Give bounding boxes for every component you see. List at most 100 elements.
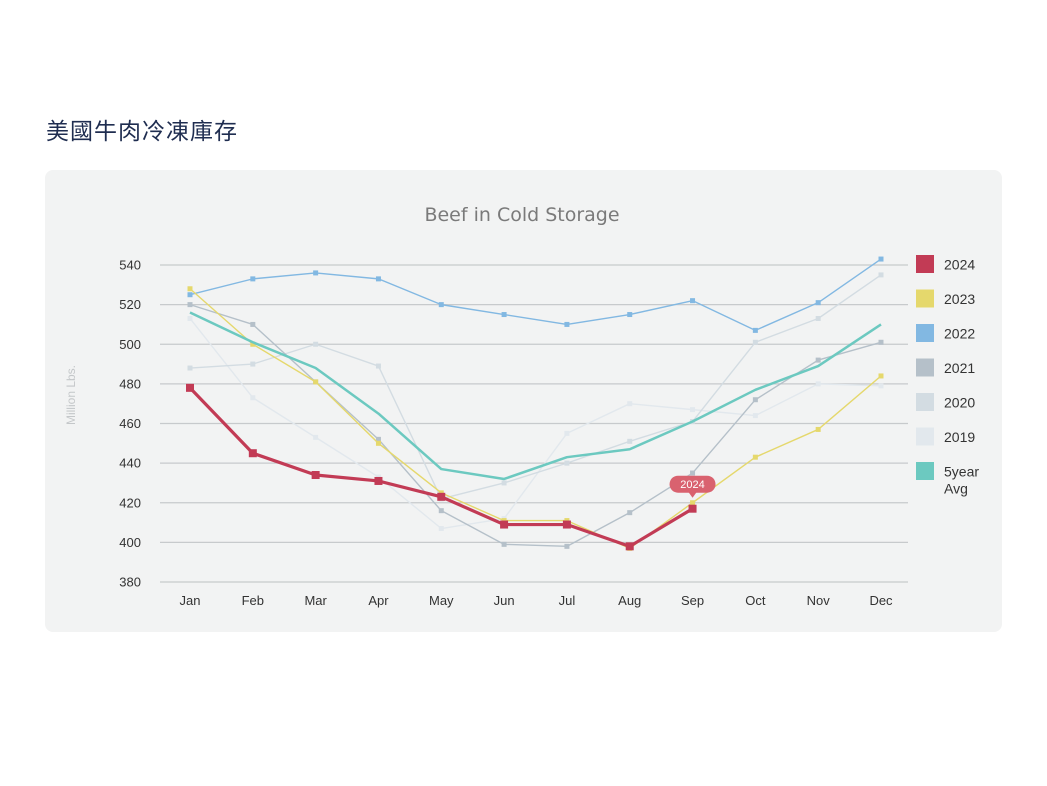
legend-item[interactable]: 2020 bbox=[916, 393, 975, 411]
data-point[interactable] bbox=[564, 321, 570, 327]
data-point[interactable] bbox=[878, 339, 884, 345]
y-tick-label: 440 bbox=[119, 456, 141, 471]
data-point[interactable] bbox=[627, 401, 633, 407]
data-point[interactable] bbox=[752, 339, 758, 345]
series-line bbox=[189, 311, 882, 481]
data-point[interactable] bbox=[375, 276, 381, 282]
legend-swatch bbox=[916, 462, 934, 480]
data-point[interactable] bbox=[501, 541, 507, 547]
data-point[interactable] bbox=[815, 315, 821, 321]
data-point[interactable] bbox=[375, 436, 381, 442]
data-point[interactable] bbox=[564, 543, 570, 549]
data-point[interactable] bbox=[187, 365, 193, 371]
data-point[interactable] bbox=[690, 298, 696, 304]
data-point[interactable] bbox=[313, 379, 319, 385]
y-tick-label: 480 bbox=[119, 376, 141, 391]
series-2022 bbox=[187, 256, 884, 333]
data-point[interactable] bbox=[690, 407, 696, 413]
data-point[interactable] bbox=[438, 526, 444, 532]
data-point[interactable] bbox=[815, 300, 821, 306]
legend-label-line: 2021 bbox=[944, 360, 975, 376]
data-point[interactable] bbox=[250, 395, 256, 401]
y-tick-label: 460 bbox=[119, 416, 141, 431]
x-tick-label: Sep bbox=[681, 593, 704, 608]
data-point[interactable] bbox=[625, 542, 634, 551]
series-line bbox=[188, 386, 694, 548]
data-point[interactable] bbox=[564, 460, 570, 466]
x-tick-label: Feb bbox=[242, 593, 264, 608]
page-heading: 美國牛肉冷凍庫存 bbox=[46, 119, 238, 145]
data-point[interactable] bbox=[752, 454, 758, 460]
data-point[interactable] bbox=[564, 430, 570, 436]
data-point[interactable] bbox=[250, 276, 256, 282]
data-point[interactable] bbox=[250, 341, 256, 347]
data-point[interactable] bbox=[250, 321, 256, 327]
y-tick-label: 420 bbox=[119, 495, 141, 510]
y-tick-label: 400 bbox=[119, 535, 141, 550]
data-point[interactable] bbox=[752, 413, 758, 419]
data-point[interactable] bbox=[186, 383, 194, 392]
data-point[interactable] bbox=[374, 476, 383, 485]
data-point[interactable] bbox=[313, 341, 319, 347]
data-point[interactable] bbox=[248, 449, 257, 458]
data-point[interactable] bbox=[313, 270, 319, 276]
legend-item[interactable]: 5year Avg bbox=[916, 462, 979, 497]
legend-label-line: Avg bbox=[944, 481, 968, 497]
legend[interactable]: 2024 2023 2022 2021 2020 2019 5year Avg bbox=[916, 255, 979, 497]
data-point[interactable] bbox=[437, 492, 446, 501]
data-point[interactable] bbox=[815, 381, 821, 387]
data-point[interactable] bbox=[187, 286, 193, 292]
legend-label-line: 5year bbox=[944, 464, 979, 480]
chart-title: Beef in Cold Storage bbox=[424, 204, 619, 226]
data-point[interactable] bbox=[313, 434, 319, 440]
data-point[interactable] bbox=[815, 426, 821, 432]
series-line bbox=[189, 274, 882, 500]
legend-item[interactable]: 2024 bbox=[916, 255, 975, 273]
data-point[interactable] bbox=[878, 373, 884, 379]
data-point[interactable] bbox=[250, 361, 256, 367]
callout-pointer bbox=[688, 492, 697, 498]
data-point[interactable] bbox=[878, 272, 884, 278]
legend-item[interactable]: 2023 bbox=[916, 289, 975, 308]
legend-label-line: 2023 bbox=[944, 291, 975, 307]
data-point[interactable] bbox=[501, 480, 507, 486]
y-tick-label: 380 bbox=[119, 575, 141, 590]
data-point[interactable] bbox=[375, 440, 381, 446]
legend-item[interactable]: 2021 bbox=[916, 358, 975, 377]
data-point[interactable] bbox=[688, 504, 697, 513]
y-tick-label: 520 bbox=[119, 297, 141, 312]
data-point[interactable] bbox=[438, 302, 444, 308]
data-point[interactable] bbox=[627, 510, 633, 516]
data-point[interactable] bbox=[562, 520, 571, 529]
data-point[interactable] bbox=[500, 520, 509, 529]
legend-item[interactable]: 2019 bbox=[916, 427, 975, 446]
legend-item[interactable]: 2022 bbox=[916, 324, 975, 342]
legend-swatch bbox=[916, 393, 934, 411]
x-tick-label: Mar bbox=[304, 593, 327, 608]
callout-label: 2024 bbox=[680, 479, 704, 491]
data-point[interactable] bbox=[752, 397, 758, 403]
data-point[interactable] bbox=[627, 312, 633, 318]
data-point[interactable] bbox=[187, 292, 193, 298]
data-point[interactable] bbox=[187, 302, 193, 308]
data-point[interactable] bbox=[627, 438, 633, 444]
x-tick-label: May bbox=[429, 593, 454, 608]
series-line bbox=[189, 318, 882, 530]
annotation-callout: 2024 bbox=[669, 475, 716, 498]
series-2023 bbox=[187, 286, 884, 551]
data-point[interactable] bbox=[815, 357, 821, 363]
data-point[interactable] bbox=[438, 508, 444, 514]
x-tick-label: Jun bbox=[494, 593, 515, 608]
data-point[interactable] bbox=[311, 471, 320, 480]
data-point[interactable] bbox=[878, 383, 884, 389]
data-point[interactable] bbox=[690, 470, 696, 476]
data-point[interactable] bbox=[690, 500, 696, 506]
x-tick-label: Jul bbox=[559, 593, 576, 608]
data-point[interactable] bbox=[375, 363, 381, 369]
data-point[interactable] bbox=[878, 256, 884, 262]
data-point[interactable] bbox=[187, 315, 193, 321]
data-point[interactable] bbox=[752, 327, 758, 333]
series-line bbox=[189, 303, 882, 548]
data-point[interactable] bbox=[501, 312, 507, 318]
y-axis-ticks: 380 400 420 440 460 480 500 520 540 bbox=[119, 258, 141, 590]
